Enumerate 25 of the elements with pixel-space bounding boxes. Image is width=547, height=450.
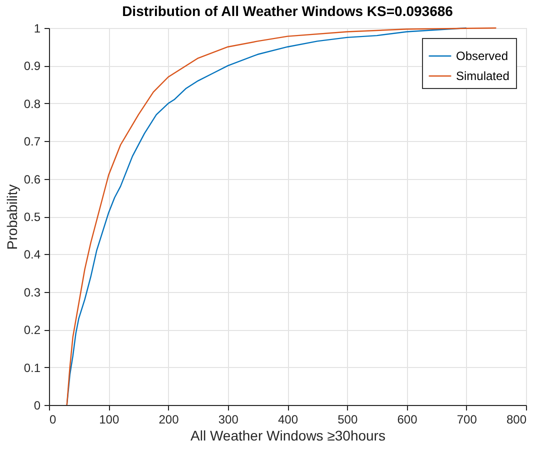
x-tick-label: 200 (158, 412, 180, 426)
y-tick-label: 0.2 (24, 323, 41, 338)
y-tick-label: 0.5 (24, 210, 41, 224)
y-tick-label: 0.1 (24, 360, 41, 375)
x-axis-title: All Weather Windows ≥30hours (190, 428, 386, 444)
x-tick-label: 300 (218, 412, 239, 426)
y-tick-label: 0.7 (24, 134, 41, 149)
x-tick-label: 400 (278, 412, 298, 426)
legend-label: Simulated (456, 69, 510, 83)
y-tick-label: 0.9 (24, 59, 41, 74)
legend-label: Observed (456, 49, 508, 63)
x-tick-label: 600 (397, 412, 418, 426)
x-tick-label: 500 (338, 412, 358, 426)
y-tick-label: 0.6 (24, 172, 41, 186)
x-tick-label: 700 (456, 412, 478, 426)
x-tick-label: 0 (50, 412, 56, 426)
y-tick-label: 0 (34, 398, 41, 412)
chart-title: Distribution of All Weather Windows KS=0.093686 (122, 3, 454, 19)
x-tick-label: 100 (99, 412, 120, 426)
y-tick-label: 0.3 (24, 285, 41, 300)
x-tick-label: 800 (506, 412, 527, 426)
y-tick-label: 0.8 (24, 96, 41, 111)
y-axis-title: Probability (4, 184, 20, 250)
y-tick-label: 0.4 (24, 248, 41, 262)
y-tick-label: 1 (34, 22, 41, 36)
